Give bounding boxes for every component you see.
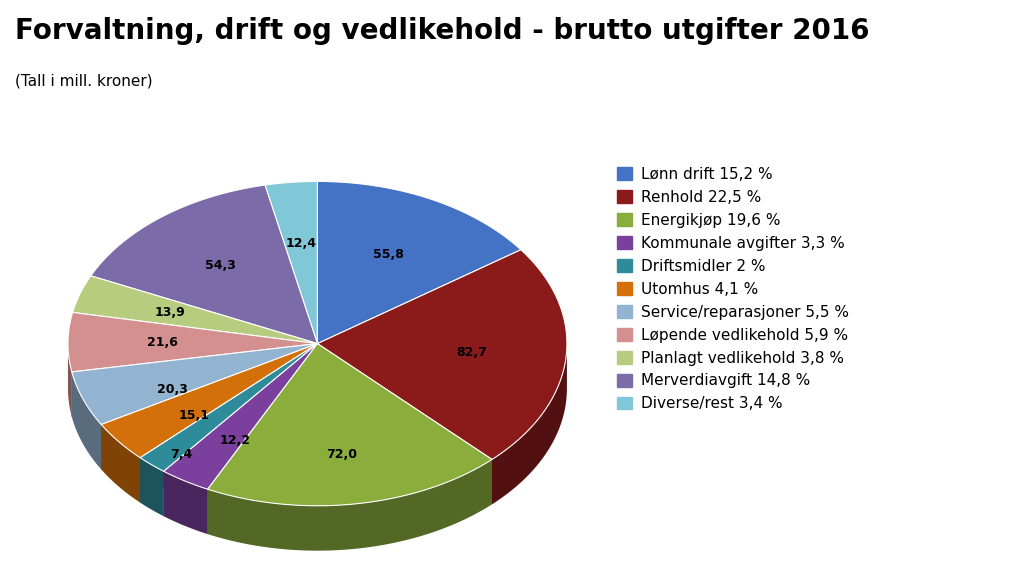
Polygon shape <box>164 344 317 516</box>
Polygon shape <box>317 181 521 344</box>
Polygon shape <box>72 344 317 417</box>
Text: 7,4: 7,4 <box>170 448 193 460</box>
Polygon shape <box>164 344 317 516</box>
Text: 12,2: 12,2 <box>220 434 251 447</box>
Polygon shape <box>492 345 567 505</box>
Polygon shape <box>91 185 317 344</box>
Text: 82,7: 82,7 <box>456 346 487 359</box>
Text: 20,3: 20,3 <box>157 383 187 396</box>
Polygon shape <box>317 344 492 505</box>
Text: 55,8: 55,8 <box>373 248 403 261</box>
Polygon shape <box>208 459 492 551</box>
Text: 13,9: 13,9 <box>155 306 185 319</box>
Polygon shape <box>72 344 317 417</box>
Text: 12,4: 12,4 <box>286 237 316 250</box>
Text: (Tall i mill. kroner): (Tall i mill. kroner) <box>15 74 153 88</box>
Polygon shape <box>208 344 492 506</box>
Polygon shape <box>72 344 317 425</box>
Polygon shape <box>68 344 72 417</box>
Polygon shape <box>101 344 317 458</box>
Polygon shape <box>164 344 317 489</box>
Text: 15,1: 15,1 <box>179 409 210 422</box>
Polygon shape <box>140 344 317 502</box>
Text: 72,0: 72,0 <box>327 447 357 460</box>
Polygon shape <box>101 344 317 469</box>
Polygon shape <box>101 344 317 469</box>
Polygon shape <box>72 372 101 469</box>
Polygon shape <box>317 344 492 505</box>
Polygon shape <box>317 249 567 459</box>
Legend: Lønn drift 15,2 %, Renhold 22,5 %, Energikjøp 19,6 %, Kommunale avgifter 3,3 %, : Lønn drift 15,2 %, Renhold 22,5 %, Energ… <box>616 167 849 412</box>
Polygon shape <box>73 276 317 344</box>
Polygon shape <box>208 344 317 534</box>
Polygon shape <box>140 344 317 502</box>
Polygon shape <box>101 425 140 502</box>
Polygon shape <box>208 344 317 534</box>
Text: 54,3: 54,3 <box>205 259 237 272</box>
Polygon shape <box>140 458 164 516</box>
Polygon shape <box>140 344 317 471</box>
Text: 21,6: 21,6 <box>147 336 178 349</box>
Polygon shape <box>265 181 317 344</box>
Polygon shape <box>68 312 317 372</box>
Text: Forvaltning, drift og vedlikehold - brutto utgifter 2016: Forvaltning, drift og vedlikehold - brut… <box>15 17 869 45</box>
Polygon shape <box>164 471 208 534</box>
